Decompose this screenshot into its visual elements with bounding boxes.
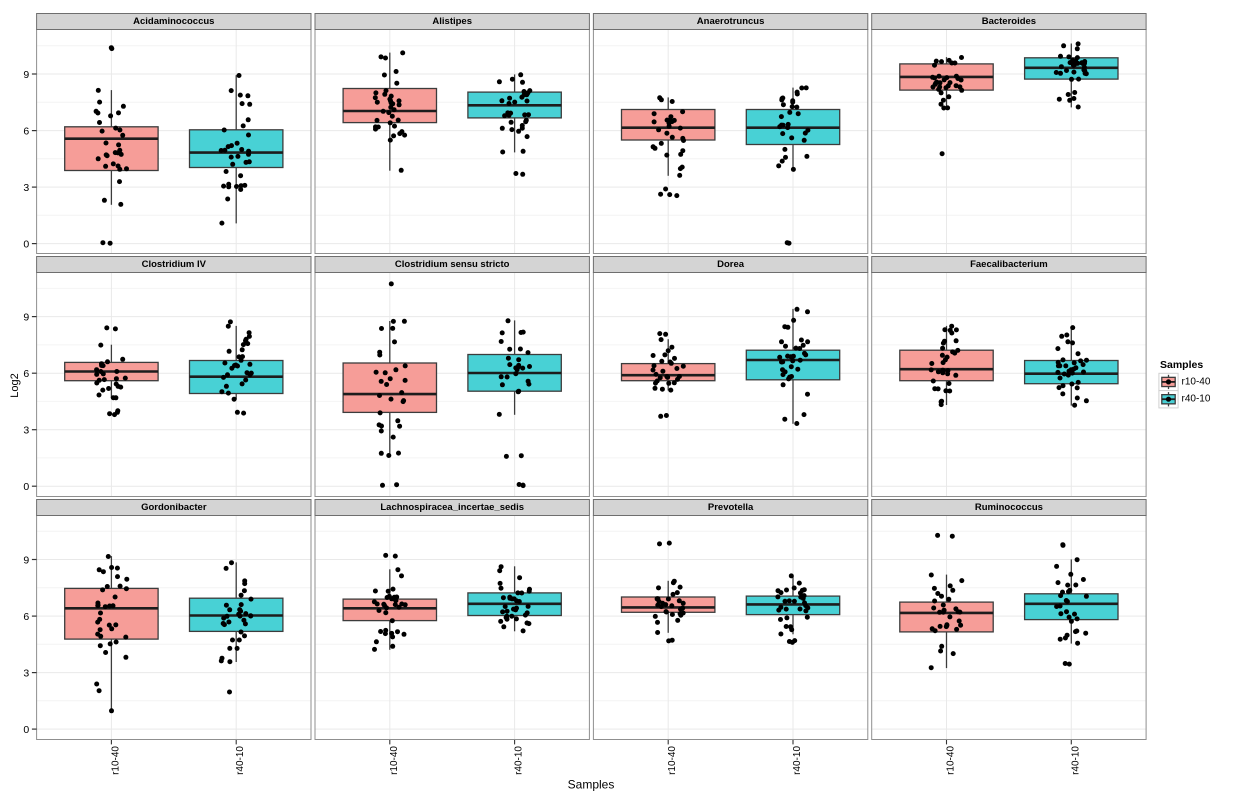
svg-text:9: 9 — [23, 69, 29, 81]
svg-text:Samples: Samples — [1160, 359, 1203, 371]
svg-text:r40-10: r40-10 — [235, 746, 246, 775]
svg-text:Log2: Log2 — [9, 373, 21, 397]
svg-text:0: 0 — [23, 239, 29, 251]
svg-text:6: 6 — [23, 126, 29, 138]
svg-text:3: 3 — [23, 425, 29, 437]
svg-text:r40-10: r40-10 — [1070, 746, 1081, 775]
svg-text:3: 3 — [23, 182, 29, 194]
svg-text:r10-40: r10-40 — [389, 746, 400, 775]
svg-text:Acidaminococcus: Acidaminococcus — [133, 16, 214, 27]
svg-text:r40-10: r40-10 — [514, 746, 525, 775]
svg-text:Clostridium sensu stricto: Clostridium sensu stricto — [395, 259, 510, 270]
svg-text:9: 9 — [23, 555, 29, 567]
svg-text:Dorea: Dorea — [717, 259, 745, 270]
svg-text:3: 3 — [23, 668, 29, 680]
svg-text:Samples: Samples — [568, 778, 615, 792]
svg-text:r10-40: r10-40 — [946, 746, 957, 775]
svg-text:Faecalibacterium: Faecalibacterium — [970, 259, 1048, 270]
svg-text:6: 6 — [23, 368, 29, 380]
svg-text:Anaerotruncus: Anaerotruncus — [697, 16, 765, 27]
svg-text:r10-40: r10-40 — [667, 746, 678, 775]
svg-text:r40-10: r40-10 — [792, 746, 803, 775]
svg-text:Clostridium IV: Clostridium IV — [142, 259, 207, 270]
svg-text:r10-40: r10-40 — [110, 746, 121, 775]
svg-text:0: 0 — [23, 724, 29, 736]
svg-text:6: 6 — [23, 611, 29, 623]
svg-text:Ruminococcus: Ruminococcus — [975, 502, 1043, 513]
svg-text:0: 0 — [23, 481, 29, 493]
svg-text:Bacteroides: Bacteroides — [982, 16, 1036, 27]
svg-text:r40-10: r40-10 — [1182, 394, 1211, 405]
svg-text:r10-40: r10-40 — [1182, 376, 1211, 387]
svg-text:9: 9 — [23, 312, 29, 324]
svg-text:Prevotella: Prevotella — [708, 502, 754, 513]
svg-text:Alistipes: Alistipes — [432, 16, 472, 27]
svg-text:Lachnospiracea_incertae_sedis: Lachnospiracea_incertae_sedis — [380, 502, 524, 513]
svg-text:Gordonibacter: Gordonibacter — [141, 502, 207, 513]
